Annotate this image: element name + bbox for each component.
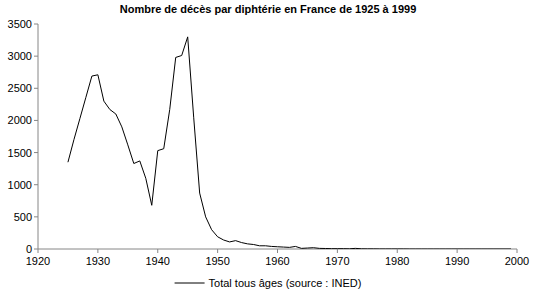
x-tick-label: 1980	[385, 255, 409, 267]
y-tick	[34, 24, 38, 25]
y-tick-label: 1500	[8, 147, 32, 159]
x-tick	[457, 249, 458, 253]
y-tick-label: 1000	[8, 179, 32, 191]
y-tick	[34, 88, 38, 89]
y-axis	[38, 24, 39, 249]
series-line	[68, 37, 511, 249]
x-tick-label: 1940	[146, 255, 170, 267]
y-tick-label: 500	[14, 211, 32, 223]
x-tick	[38, 249, 39, 253]
y-tick	[34, 56, 38, 57]
y-tick	[34, 152, 38, 153]
x-tick	[97, 249, 98, 253]
y-tick	[34, 249, 38, 250]
x-tick	[397, 249, 398, 253]
x-tick-label: 1990	[445, 255, 469, 267]
legend: Total tous âges (source : INED)	[175, 277, 362, 289]
y-tick-label: 0	[26, 243, 32, 255]
y-tick	[34, 120, 38, 121]
plot-area	[68, 37, 511, 249]
y-tick	[34, 184, 38, 185]
x-tick	[157, 249, 158, 253]
x-tick-label: 1930	[86, 255, 110, 267]
legend-label: Total tous âges (source : INED)	[209, 277, 362, 289]
y-tick-label: 2000	[8, 114, 32, 126]
title: Nombre de décès par diphtérie en France …	[120, 3, 417, 15]
x-tick-label: 1950	[205, 255, 229, 267]
x-tick	[217, 249, 218, 253]
y-tick	[34, 216, 38, 217]
y-tick-label: 2500	[8, 82, 32, 94]
y-tick-label: 3500	[8, 18, 32, 30]
x-tick-label: 1960	[265, 255, 289, 267]
x-tick-label: 1970	[325, 255, 349, 267]
y-tick-label: 3000	[8, 50, 32, 62]
x-tick	[517, 249, 518, 253]
chart: Nombre de décès par diphtérie en France …	[0, 0, 536, 300]
x-tick-label: 2000	[505, 255, 529, 267]
x-tick	[337, 249, 338, 253]
x-tick	[277, 249, 278, 253]
x-tick-label: 1920	[26, 255, 50, 267]
legend-swatch	[175, 283, 205, 284]
